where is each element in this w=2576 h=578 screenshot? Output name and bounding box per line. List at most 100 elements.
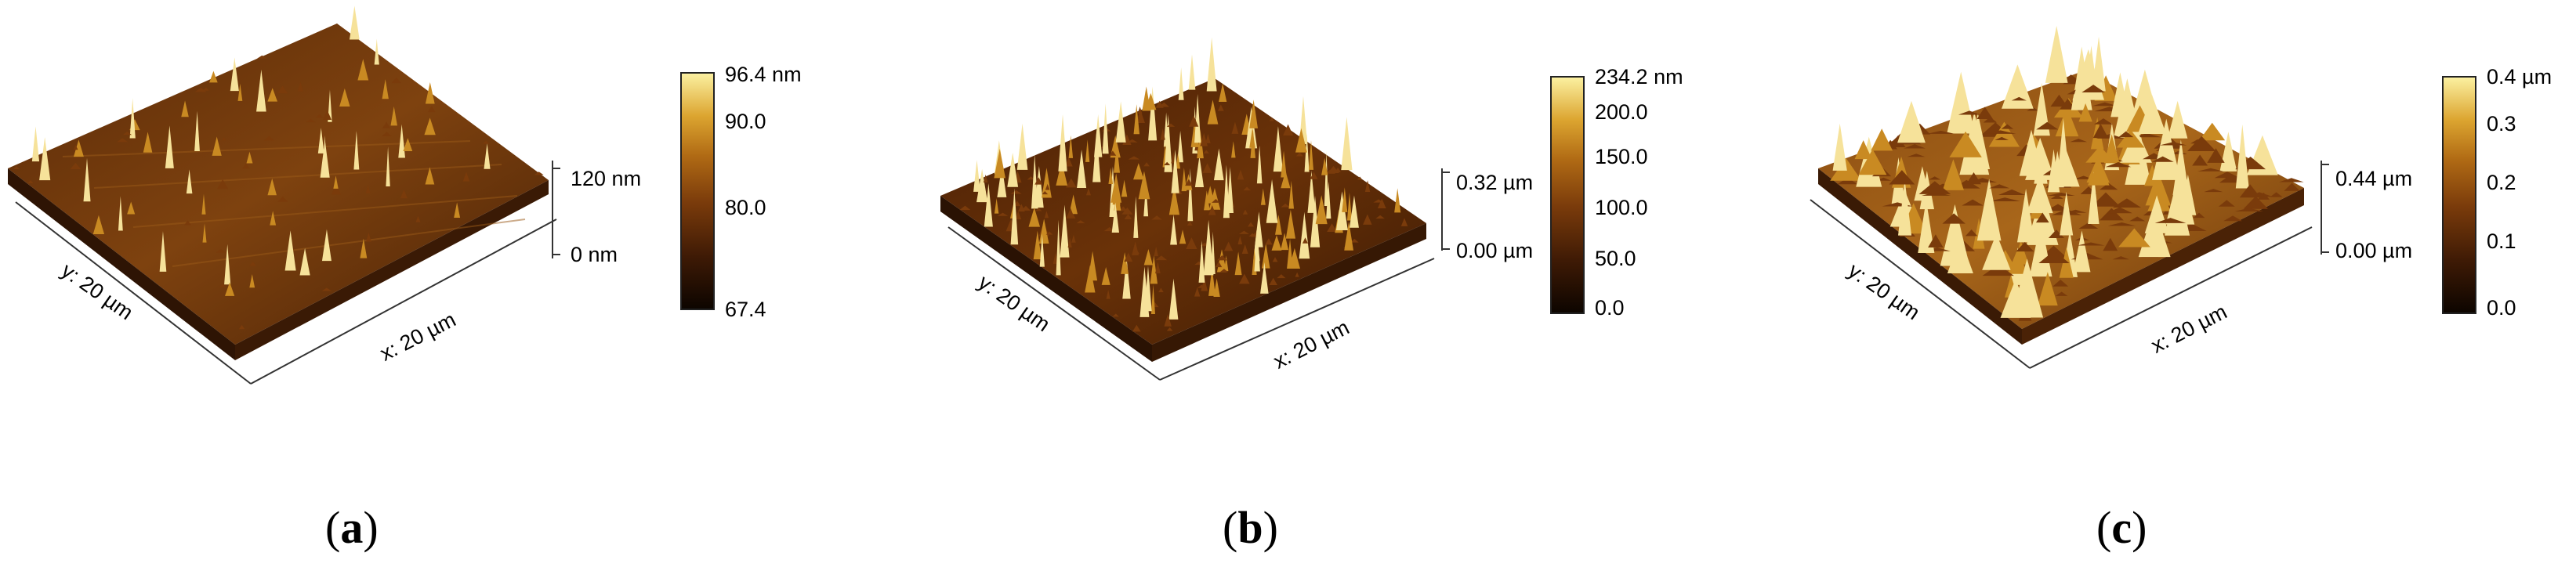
colorbar-tick-b-0: 234.2 nm: [1595, 65, 1683, 89]
surface-peak: [2007, 249, 2028, 274]
surface-peak: [1889, 135, 1906, 148]
afm-surface-c: [1810, 26, 2329, 369]
surface-peak: [1261, 243, 1270, 269]
surface-peak: [1109, 150, 1117, 156]
surface-peak: [2092, 36, 2106, 92]
surface-peak: [1121, 252, 1129, 274]
caption-c: (c): [2096, 502, 2147, 553]
surface-peak: [246, 151, 253, 164]
surface-peak: [221, 136, 226, 141]
surface-peak: [1189, 115, 1199, 127]
surface-peak: [2151, 156, 2174, 162]
surface-peak: [2052, 279, 2069, 287]
surface-peak: [1033, 230, 1042, 260]
surface-peak: [27, 180, 34, 184]
surface-peak: [13, 166, 20, 170]
colorbar-tick-c-2: 0.2: [2487, 171, 2516, 194]
afm-surface-b: [940, 37, 1450, 381]
surface-peak: [2105, 162, 2132, 168]
surface-peak: [219, 284, 226, 287]
surface-peak: [1288, 180, 1295, 209]
surface-peak: [1136, 110, 1145, 123]
surface-peak: [1299, 211, 1310, 259]
surface-peak: [1044, 211, 1049, 219]
surface-peak: [1976, 179, 2002, 241]
surface-peak: [2001, 124, 2014, 129]
surface-peak: [1155, 255, 1168, 261]
surface-peak: [1989, 184, 2010, 189]
surface-peak: [186, 169, 193, 194]
surface-peak: [2187, 135, 2216, 152]
caption-a: (a): [325, 502, 379, 553]
surface-peak: [1942, 213, 1966, 224]
surface-peak: [1237, 169, 1245, 180]
surface-peak: [216, 248, 226, 253]
surface-peak: [2027, 175, 2053, 214]
surface-peak: [976, 168, 988, 203]
surface-peak: [1016, 123, 1028, 170]
surface-peak: [1256, 145, 1263, 184]
surface-peak: [1832, 123, 1847, 171]
surface-peak: [1942, 159, 1964, 190]
surface-peak: [1170, 214, 1177, 245]
surface-peak: [984, 183, 993, 227]
surface-peak: [1837, 178, 1858, 185]
surface-peak: [1962, 199, 1984, 206]
surface-peak: [1217, 104, 1224, 111]
surface-peak: [297, 81, 304, 92]
surface-peak: [2235, 124, 2249, 189]
surface-peak: [1056, 219, 1061, 276]
surface-peak: [1283, 124, 1294, 135]
surface-peak: [374, 38, 379, 65]
surface-peak: [1231, 141, 1236, 158]
surface-peak: [1213, 148, 1224, 181]
surface-peak: [2199, 122, 2226, 141]
x-axis-line-a: [250, 219, 557, 385]
surface-side-a2: [235, 180, 549, 360]
surface-peak: [997, 165, 1007, 197]
surface-peak: [994, 148, 1006, 179]
colorbar-tick-c-3: 0.1: [2487, 229, 2516, 253]
surface-peak: [1315, 195, 1328, 225]
surface-peak: [2197, 168, 2224, 172]
surface-peak: [1965, 229, 1978, 237]
surface-peak: [1302, 237, 1308, 244]
surface-peak: [2055, 291, 2068, 296]
surface-peak: [1295, 128, 1307, 153]
surface-peak: [1164, 114, 1172, 172]
surface-peak: [1124, 214, 1132, 220]
surface-peak: [1150, 255, 1158, 284]
afm-panel-c: y: 20 µm x: 20 µm 0.44 µm 0.00 µm 0.4 µm…: [1755, 0, 2576, 578]
surface-peak: [129, 98, 136, 139]
surface-peak: [1344, 221, 1354, 251]
surface-peak: [1132, 324, 1141, 332]
surface-peak: [2118, 131, 2134, 138]
surface-peak: [1166, 123, 1176, 127]
surface-peak: [1277, 274, 1286, 279]
surface-peak: [1106, 289, 1110, 299]
surface-peak: [1085, 139, 1090, 162]
surface-peak: [1154, 246, 1158, 257]
surface-peak: [1208, 187, 1221, 210]
surface-peak: [1375, 215, 1385, 219]
surface-peak: [118, 196, 123, 231]
surface-peak: [2103, 237, 2118, 251]
surface-peak: [1281, 203, 1290, 208]
surface-peak: [2037, 272, 2058, 306]
y-axis-line-b: [947, 226, 1161, 381]
surface-peak: [2116, 129, 2145, 148]
surface-peak: [2138, 95, 2166, 135]
surface-peak: [1897, 100, 1926, 143]
surface-peak: [2284, 182, 2300, 191]
surface-peak: [1128, 156, 1140, 160]
surface-peak: [2087, 162, 2110, 186]
surface-peak: [1015, 211, 1022, 220]
surface-peak: [386, 146, 390, 187]
surface-peak: [1028, 208, 1041, 227]
surface-peak: [323, 110, 332, 120]
z-label-top-a: 120 nm: [571, 167, 642, 190]
colorbar-b: [1550, 76, 1585, 314]
surface-peak: [2219, 132, 2237, 172]
surface-peak: [1266, 179, 1278, 223]
surface-peak: [184, 220, 191, 226]
